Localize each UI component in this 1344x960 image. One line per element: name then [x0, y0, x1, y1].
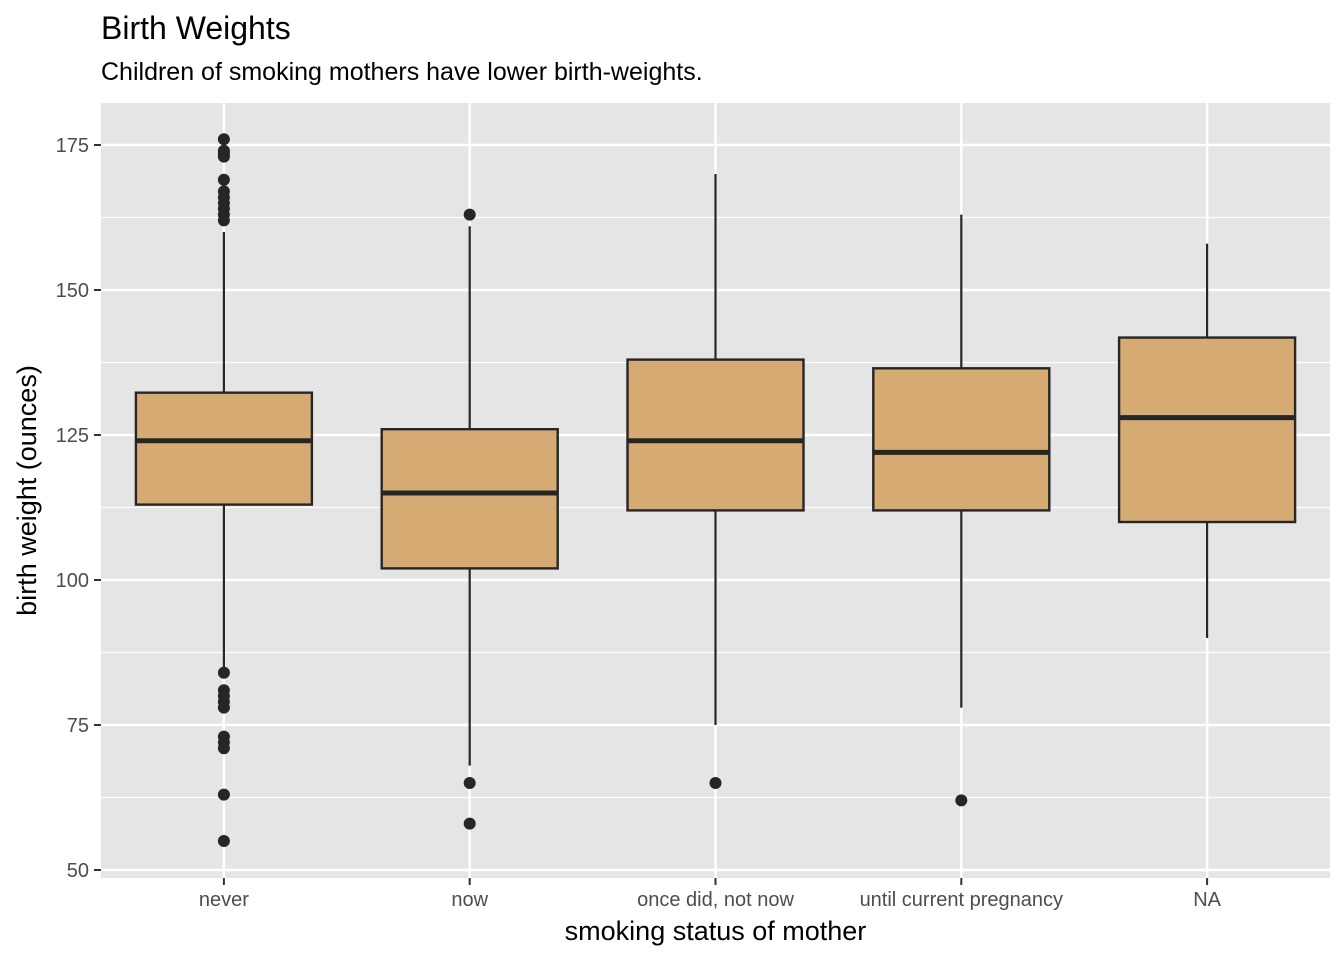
- box-na: [1117, 243, 1297, 638]
- box-until-current-pregnancy: [872, 214, 1051, 807]
- x-axis-title: smoking status of mother: [565, 916, 867, 946]
- x-axis: never now once did, not now until current p…: [199, 878, 1222, 911]
- outlier-point: [217, 133, 230, 146]
- box-iqr: [872, 367, 1051, 512]
- outlier-point: [217, 701, 230, 714]
- x-tick-label: NA: [1193, 889, 1221, 911]
- outlier-point: [217, 150, 230, 163]
- box-never: [134, 133, 314, 847]
- box-now: [380, 208, 559, 830]
- y-tick-label: 50: [67, 860, 89, 882]
- box-iqr: [380, 428, 559, 570]
- x-tick-label: once did, not now: [637, 889, 794, 911]
- outlier-point: [463, 208, 476, 221]
- box-iqr: [134, 391, 314, 506]
- y-tick-label: 100: [56, 570, 89, 592]
- outlier-point: [217, 173, 230, 186]
- x-tick-label: now: [451, 889, 488, 911]
- x-tick-label: never: [199, 889, 249, 911]
- outlier-point: [217, 742, 230, 755]
- outlier-point: [463, 817, 476, 830]
- y-tick-label: 125: [56, 425, 89, 447]
- outlier-point: [217, 214, 230, 227]
- outlier-point: [709, 777, 722, 789]
- x-tick-label: until current pregnancy: [860, 889, 1063, 911]
- box-series: [134, 133, 1297, 847]
- box-iqr: [1117, 336, 1297, 524]
- y-tick-label: 175: [56, 135, 89, 157]
- box-iqr: [626, 358, 805, 512]
- outlier-point: [463, 777, 476, 789]
- box-once-did-not-now: [626, 174, 805, 789]
- outlier-point: [217, 788, 230, 801]
- chart-title: Birth Weights: [101, 10, 291, 46]
- y-axis-title: birth weight (ounces): [12, 365, 42, 616]
- outlier-point: [955, 794, 968, 807]
- y-tick-label: 75: [67, 715, 89, 737]
- y-axis: 50 75 100 125 150 175: [56, 135, 101, 882]
- outlier-point: [217, 835, 230, 847]
- chart-subtitle: Children of smoking mothers have lower b…: [101, 58, 703, 86]
- outlier-point: [217, 666, 230, 679]
- y-tick-label: 150: [56, 280, 89, 302]
